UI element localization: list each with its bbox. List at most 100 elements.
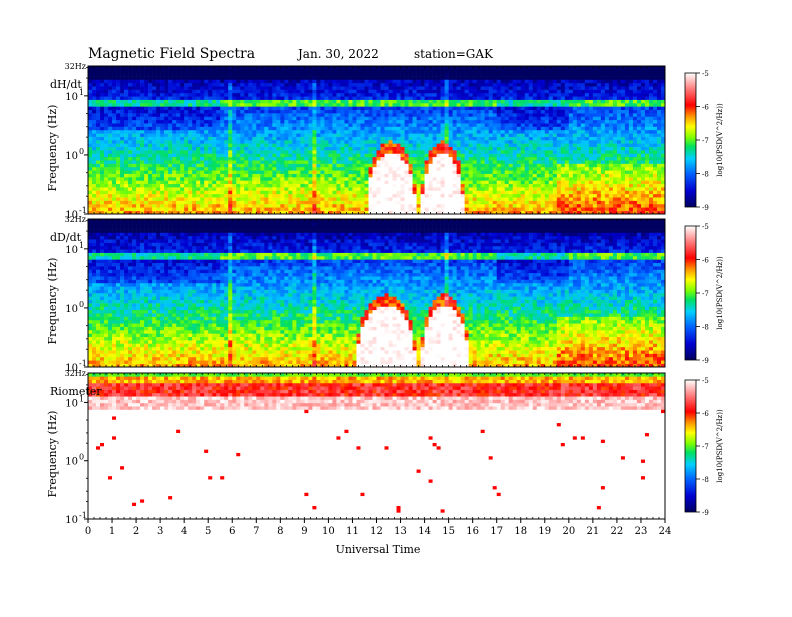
spectrogram-cell xyxy=(292,69,297,74)
spectrogram-cell xyxy=(392,69,397,74)
spectrogram-cell xyxy=(160,123,165,127)
spectrogram-cell xyxy=(364,150,369,154)
spectrogram-cell xyxy=(208,106,213,111)
spectrogram-cell xyxy=(492,156,498,161)
spectrogram-cell xyxy=(140,163,145,168)
spectrogram-cell xyxy=(132,109,137,114)
spectrogram-cell xyxy=(512,203,518,208)
spectrogram-cell xyxy=(324,92,329,97)
spectrogram-cell xyxy=(456,207,461,211)
spectrogram-cell xyxy=(400,207,405,211)
spectrogram-cell xyxy=(500,156,506,161)
spectrogram-cell xyxy=(144,180,149,185)
spectrogram-cell xyxy=(412,66,417,70)
spectrogram-cell xyxy=(208,166,213,171)
spectrogram-cell xyxy=(512,79,518,84)
spectrogram-cell xyxy=(388,146,393,151)
spectrogram-cell xyxy=(464,133,469,137)
spectrogram-cell xyxy=(328,193,333,198)
spectrogram-cell xyxy=(284,126,289,131)
spectrogram-cell xyxy=(128,109,133,114)
spectrogram-cell xyxy=(204,82,209,87)
spectrogram-cell xyxy=(304,187,309,191)
spectrogram-cell xyxy=(136,143,141,148)
spectrogram-cell xyxy=(428,69,433,74)
spectrogram-cell xyxy=(292,76,297,80)
spectrogram-cell xyxy=(384,69,389,74)
spectrogram-cell xyxy=(424,170,429,174)
spectrogram-cell xyxy=(272,156,277,161)
spectrogram-cell xyxy=(420,190,425,195)
spectrogram-cell xyxy=(344,156,349,161)
spectrogram-cell xyxy=(504,66,510,70)
spectrogram-cell xyxy=(312,166,317,171)
spectrogram-cell xyxy=(388,123,393,127)
spectrogram-cell xyxy=(440,203,445,208)
spectrogram-cell xyxy=(364,156,369,161)
spectrogram-cell xyxy=(356,106,361,111)
spectrogram-cell xyxy=(160,82,165,87)
spectrogram-cell xyxy=(436,197,441,201)
spectrogram-cell xyxy=(508,190,514,195)
spectrogram-cell xyxy=(520,146,526,151)
spectrogram-cell xyxy=(108,96,113,100)
spectrogram-cell xyxy=(232,76,237,80)
spectrogram-cell xyxy=(100,82,105,87)
spectrogram-cell xyxy=(116,119,121,124)
spectrogram-cell xyxy=(148,163,153,168)
spectrogram-cell xyxy=(180,66,185,70)
spectrogram-cell xyxy=(208,210,213,215)
spectrogram-cell xyxy=(412,156,417,161)
spectrogram-cell xyxy=(528,103,534,107)
spectrogram-cell xyxy=(456,197,461,201)
spectrogram-cell xyxy=(404,143,409,148)
spectrogram-cell xyxy=(264,96,269,100)
spectrogram-cell xyxy=(88,133,93,137)
spectrogram-cell xyxy=(88,79,93,84)
spectrogram-cell xyxy=(408,143,413,148)
spectrogram-cell xyxy=(460,86,465,90)
spectrogram-cell xyxy=(312,72,317,77)
spectrogram-cell xyxy=(208,200,213,205)
spectrogram-cell xyxy=(256,116,261,121)
spectrogram-cell xyxy=(92,177,97,181)
spectrogram-cell xyxy=(168,160,173,164)
spectrogram-cell xyxy=(384,187,389,191)
spectrogram-cell xyxy=(500,163,506,168)
spectrogram-cell xyxy=(532,103,538,107)
spectrogram-cell xyxy=(184,72,189,77)
spectrogram-cell xyxy=(260,197,265,201)
spectrogram-cell xyxy=(480,116,485,121)
spectrogram-cell xyxy=(236,76,241,80)
spectrogram-cell xyxy=(352,180,357,185)
spectrogram-cell xyxy=(332,82,337,87)
spectrogram-cell xyxy=(292,86,297,90)
spectrogram-cell xyxy=(540,200,546,205)
spectrogram-cell xyxy=(496,133,502,137)
spectrogram-cell xyxy=(312,210,317,215)
spectrogram-cell xyxy=(192,69,197,74)
spectrogram-cell xyxy=(200,69,205,74)
spectrogram-cell xyxy=(176,190,181,195)
spectrogram-cell xyxy=(408,123,413,127)
spectrogram-cell xyxy=(452,76,457,80)
spectrogram-cell xyxy=(368,160,373,164)
spectrogram-cell xyxy=(280,123,285,127)
spectrogram-cell xyxy=(348,133,353,137)
spectrogram-cell xyxy=(136,173,141,178)
spectrogram-cell xyxy=(156,173,161,178)
spectrogram-cell xyxy=(516,126,522,131)
spectrogram-cell xyxy=(224,197,229,201)
spectrogram-cell xyxy=(380,89,385,94)
spectrogram-cell xyxy=(424,136,429,141)
spectrogram-cell xyxy=(400,86,405,90)
spectrogram-cell xyxy=(404,173,409,178)
spectrogram-cell xyxy=(244,66,249,70)
spectrogram-cell xyxy=(140,193,145,198)
spectrogram-cell xyxy=(268,82,273,87)
spectrogram-cell xyxy=(308,96,313,100)
spectrogram-cell xyxy=(404,86,409,90)
spectrogram-cell xyxy=(136,146,141,151)
spectrogram-cell xyxy=(236,180,241,185)
